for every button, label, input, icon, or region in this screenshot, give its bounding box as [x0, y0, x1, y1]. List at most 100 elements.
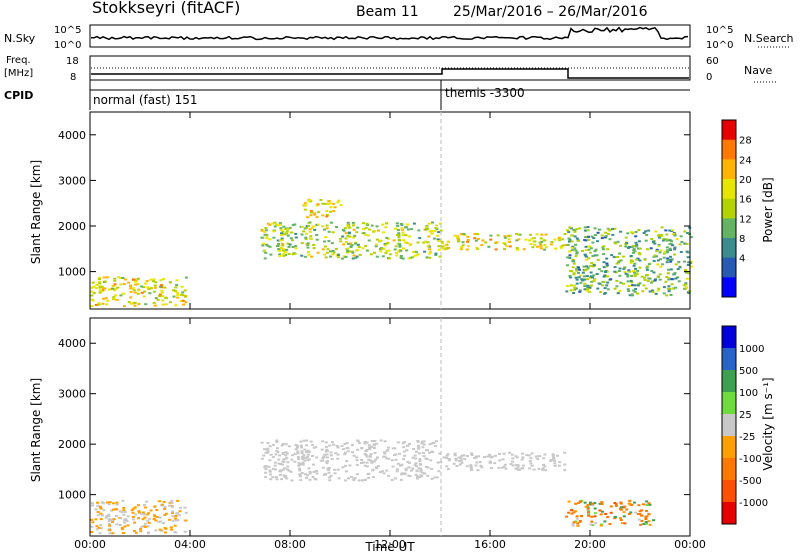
echo-cell	[467, 245, 470, 248]
echo-cell	[624, 272, 628, 275]
echo-cell	[575, 251, 579, 254]
echo-cell	[572, 284, 576, 287]
echo-cell	[571, 245, 575, 248]
echo-cell	[563, 451, 567, 454]
echo-cell	[266, 222, 270, 225]
echo-cell	[280, 239, 284, 242]
echo-cell	[355, 456, 359, 459]
colorbar-tick: -1000	[739, 498, 768, 509]
echo-cell	[126, 524, 130, 527]
colorbar-swatch	[722, 277, 736, 298]
echo-cell	[558, 239, 562, 242]
echo-cell	[538, 241, 542, 244]
echo-cell	[561, 244, 565, 247]
echo-cell	[610, 254, 614, 257]
colorbar-tick: -100	[739, 454, 762, 465]
echo-cell	[600, 523, 604, 526]
echo-cell	[424, 465, 428, 468]
echo-cell	[510, 453, 514, 456]
echo-cell	[535, 455, 539, 458]
echo-cell	[416, 475, 420, 478]
echo-cell	[412, 222, 416, 225]
echo-cell	[297, 461, 301, 464]
echo-cell	[181, 299, 185, 302]
echo-cell	[428, 443, 432, 446]
sky-tick-top: 10^5	[54, 25, 81, 36]
echo-cell	[453, 452, 457, 455]
echo-cell	[644, 522, 648, 525]
echo-cell	[307, 224, 311, 227]
echo-cell	[129, 302, 133, 305]
echo-cell	[115, 503, 119, 506]
echo-cell	[117, 276, 120, 279]
echo-cell	[666, 251, 669, 254]
echo-cell	[283, 467, 287, 470]
echo-cell	[284, 451, 288, 454]
echo-cell	[607, 233, 610, 235]
echo-cell	[267, 465, 271, 468]
echo-cell	[330, 242, 334, 245]
echo-cell	[447, 247, 451, 249]
echo-cell	[600, 503, 604, 505]
echo-cell	[329, 255, 333, 258]
echo-cell	[641, 290, 645, 293]
echo-cell	[581, 271, 585, 274]
echo-cell	[373, 440, 377, 442]
echo-cell	[673, 253, 677, 256]
echo-cell	[124, 278, 128, 281]
echo-cell	[131, 278, 135, 281]
echo-cell	[351, 224, 355, 227]
echo-cell	[530, 452, 534, 455]
echo-cell	[563, 469, 567, 472]
echo-cell	[376, 456, 379, 459]
echo-cell	[410, 469, 414, 472]
echo-cell	[402, 446, 406, 449]
echo-cell	[369, 455, 372, 458]
echo-cell	[407, 257, 411, 260]
echo-cell	[306, 474, 310, 477]
colorbar-frame	[721, 325, 737, 525]
echo-cell	[160, 284, 163, 287]
echo-cell	[457, 240, 461, 243]
echo-cell	[133, 301, 137, 304]
echo-cell	[346, 221, 350, 224]
echo-cell	[148, 517, 152, 520]
echo-cell	[137, 517, 140, 520]
echo-cell	[436, 234, 440, 237]
echo-cell	[647, 263, 651, 266]
echo-cell	[656, 289, 660, 292]
echo-cell	[101, 287, 105, 290]
echo-cell	[666, 287, 670, 290]
echo-cell	[615, 280, 619, 282]
echo-cell	[668, 229, 672, 232]
echo-cell	[285, 477, 289, 480]
echo-cell	[590, 262, 594, 265]
echo-cell	[597, 268, 601, 271]
echo-cell	[427, 235, 431, 238]
echo-cell	[584, 254, 587, 257]
echo-cell	[323, 245, 327, 248]
echo-cell	[410, 228, 414, 231]
echo-cell	[370, 440, 374, 442]
echo-cell	[633, 262, 637, 265]
echo-cell	[342, 243, 346, 246]
echo-cell	[405, 449, 409, 452]
echo-cell	[153, 286, 157, 289]
echo-cell	[331, 231, 335, 234]
echo-cell	[127, 281, 130, 284]
echo-cell	[432, 442, 436, 444]
echo-cell	[394, 458, 398, 461]
echo-cell	[658, 273, 662, 276]
y-tick-label: 3000	[58, 388, 86, 401]
echo-cell	[678, 266, 682, 269]
echo-cell	[585, 278, 589, 281]
echo-cell	[684, 271, 688, 274]
echo-cell	[382, 472, 386, 475]
echo-cell	[118, 524, 122, 526]
echo-cell	[365, 465, 369, 468]
echo-cell	[134, 513, 138, 516]
echo-cell	[184, 511, 188, 514]
echo-cell	[570, 240, 574, 243]
echo-cell	[600, 237, 604, 240]
echo-cell	[273, 221, 277, 224]
